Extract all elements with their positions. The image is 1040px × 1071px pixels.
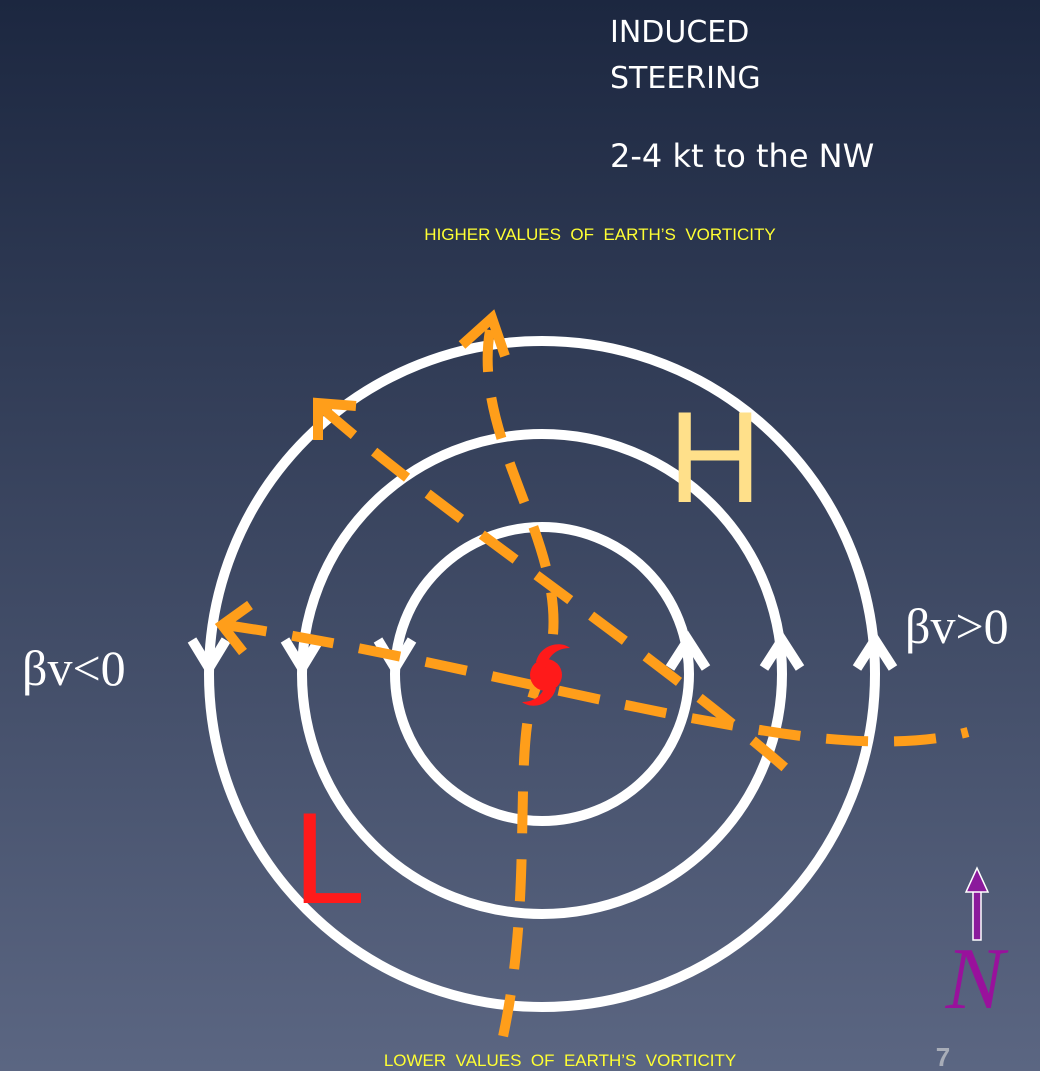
arrow-down: [280, 637, 324, 678]
high-label: H: [668, 384, 762, 530]
top-label: HIGHER VALUES OF EARTH’S VORTICITY: [424, 225, 775, 244]
storm-core: [530, 659, 562, 691]
page-number: 7: [936, 1042, 950, 1071]
arrowhead: [313, 397, 357, 440]
arrow-up: [759, 630, 805, 671]
steering-arrowheads: [214, 309, 510, 656]
arrowhead: [214, 600, 253, 656]
low-label: L: [293, 785, 365, 931]
storm-symbol: [522, 644, 570, 706]
storm-arm: [536, 644, 570, 668]
north-arrow-head: [964, 866, 990, 893]
arrowhead: [458, 309, 510, 358]
arrow-down: [187, 637, 231, 678]
north-label: N: [945, 931, 1009, 1028]
storm-arm: [522, 682, 556, 706]
arrow-up: [852, 630, 898, 671]
north-arrow: [964, 866, 990, 941]
right-label: βv>0: [905, 598, 1009, 654]
arrow-up: [665, 630, 711, 671]
heading-line: STEERING: [610, 61, 761, 96]
left-label: βv<0: [22, 640, 126, 696]
heading-speed: 2-4 kt to the NW: [610, 137, 874, 175]
bottom-label: LOWER VALUES OF EARTH’S VORTICITY: [384, 1051, 736, 1070]
heading-line: INDUCED: [610, 15, 749, 50]
dashed-curve: [224, 620, 970, 747]
circles: [187, 336, 898, 1012]
